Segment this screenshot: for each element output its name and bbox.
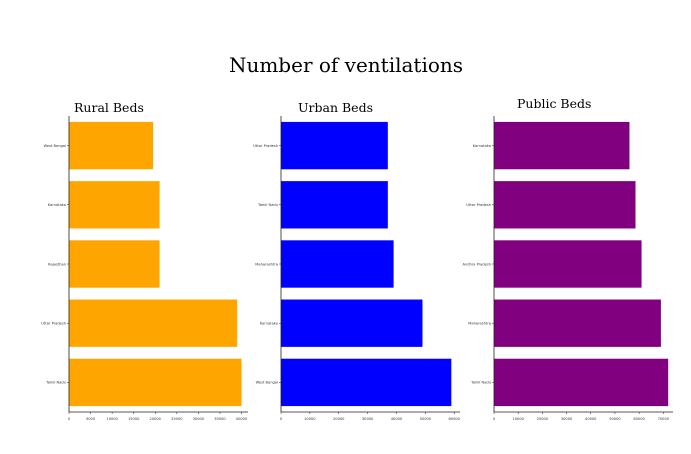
x-tick-label: 15000 [128,417,140,421]
x-tick-label: 30000 [362,417,374,421]
x-tick-label: 40000 [585,417,597,421]
x-tick-label: 20000 [150,417,162,421]
y-tick-label: Karnataka [260,322,278,326]
y-tick-label: Tamil Nadu [45,381,66,385]
y-tick-label: Maharashtra [255,262,278,266]
y-tick-label: Andhra Pradesh [462,262,491,266]
x-tick-label: 0 [493,417,496,421]
y-tick-label: Karnataka [48,203,66,207]
bar [281,299,423,347]
bar [281,181,388,229]
x-tick-label: 35000 [214,417,226,421]
panel-title: Rural Beds [74,100,144,115]
x-tick-label: 5000 [86,417,96,421]
x-tick-label: 10000 [304,417,316,421]
y-tick-label: Tamil Nadu [257,203,278,207]
y-tick-label: West Bengal [44,144,66,148]
y-tick-label: Uttar Pradesh [41,322,66,326]
bar [69,358,242,407]
x-tick-label: 10000 [512,417,524,421]
bar [281,240,394,288]
x-tick-label: 50000 [420,417,432,421]
figure-title: Number of ventilations [229,53,463,77]
x-tick-label: 30000 [561,417,573,421]
panel-title: Urban Beds [298,100,373,115]
x-tick-label: 50000 [609,417,621,421]
x-tick-label: 20000 [333,417,345,421]
x-tick-label: 70000 [658,417,670,421]
y-tick-label: Tamil Nadu [470,381,491,385]
bar [281,121,388,170]
bar [69,121,154,170]
bar [494,240,642,288]
y-tick-label: Karnataka [473,144,491,148]
bar [69,181,160,229]
x-tick-label: 30000 [193,417,205,421]
x-tick-label: 0 [68,417,71,421]
bar [494,358,669,407]
bar [69,299,238,347]
y-tick-label: Uttar Pradesh [253,144,278,148]
x-tick-label: 25000 [171,417,183,421]
bar [494,121,630,170]
y-tick-label: Rajasthan [48,262,66,266]
x-tick-label: 10000 [106,417,118,421]
x-tick-label: 0 [280,417,283,421]
bar [494,181,636,229]
bar [494,299,661,347]
bar [281,358,452,407]
y-tick-label: Uttar Pradesh [466,203,491,207]
x-tick-label: 60000 [449,417,461,421]
x-tick-label: 20000 [537,417,549,421]
x-tick-label: 40000 [236,417,248,421]
panel-title: Public Beds [517,96,591,111]
bar [69,240,160,288]
x-tick-label: 60000 [633,417,645,421]
y-tick-label: West Bengal [256,381,278,385]
y-tick-label: Maharashtra [468,322,491,326]
x-tick-label: 40000 [391,417,403,421]
